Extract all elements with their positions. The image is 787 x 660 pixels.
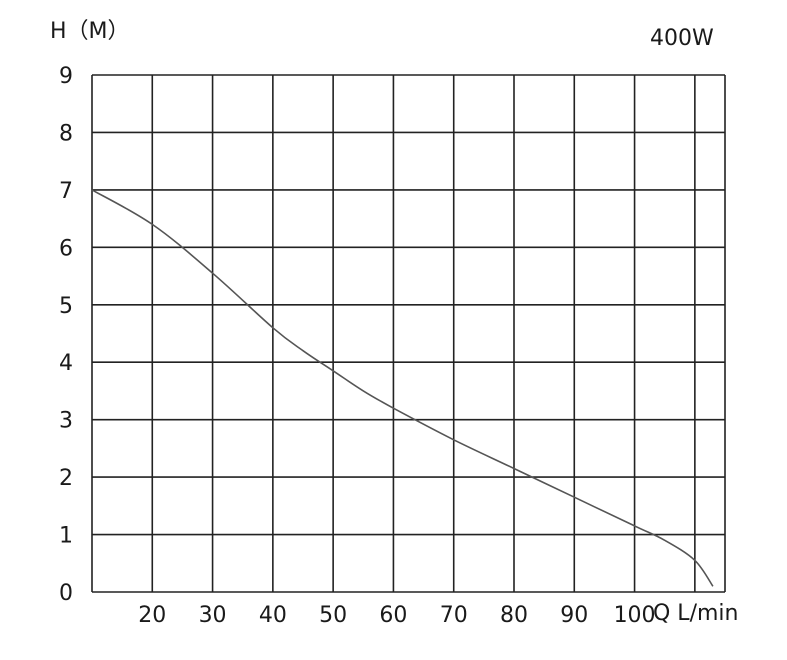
y-tick-label: 5	[59, 294, 73, 319]
y-tick-label: 6	[59, 236, 73, 261]
grid	[91, 74, 726, 593]
x-tick-label: 70	[440, 603, 468, 628]
x-axis-ticks: 20 30 40 50 60 70 80 90 100	[138, 603, 655, 628]
x-tick-label: 80	[500, 603, 528, 628]
performance-curve	[91, 189, 714, 587]
y-tick-label: 9	[59, 64, 73, 89]
x-tick-label: 30	[199, 603, 227, 628]
x-tick-label: 100	[614, 603, 656, 628]
y-axis-label: H（M）	[50, 19, 130, 44]
y-tick-label: 8	[59, 121, 73, 146]
y-tick-label: 1	[59, 524, 73, 549]
x-tick-label: 50	[319, 603, 347, 628]
x-tick-label: 40	[259, 603, 287, 628]
y-tick-label: 0	[59, 581, 73, 606]
y-axis-ticks: 0 1 2 3 4 5 6 7 8 9	[59, 64, 73, 606]
y-tick-label: 7	[59, 179, 73, 204]
chart-title: 400W	[650, 26, 714, 51]
x-tick-label: 90	[560, 603, 588, 628]
x-tick-label: 20	[138, 603, 166, 628]
y-tick-label: 2	[59, 466, 73, 491]
x-tick-label: 60	[379, 603, 407, 628]
y-tick-label: 3	[59, 409, 73, 434]
x-axis-label: Q L/min	[653, 601, 738, 626]
curve-layer	[91, 189, 714, 587]
y-tick-label: 4	[59, 351, 73, 376]
